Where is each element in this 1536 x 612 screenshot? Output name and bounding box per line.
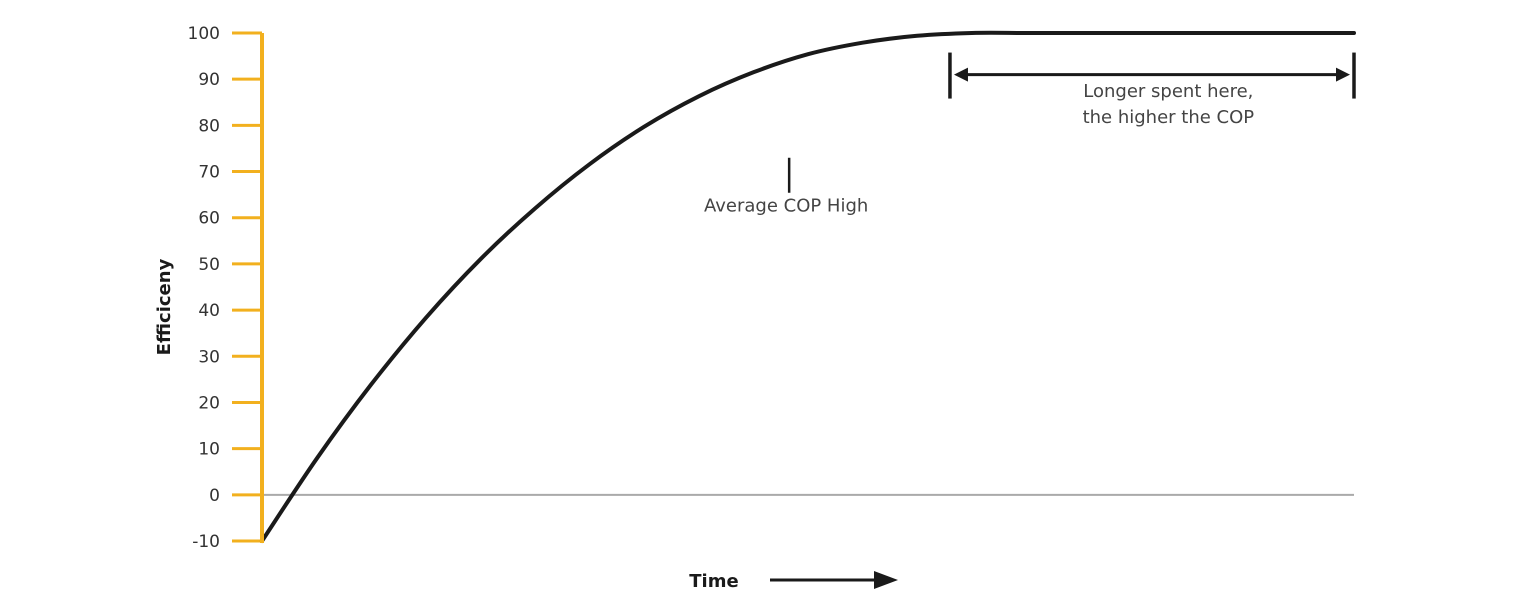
y-tick-label: 0	[209, 486, 220, 506]
longer-spent-label-line-1: Longer spent here,	[1083, 81, 1253, 102]
longer-spent-label-line-2: the higher the COP	[1083, 107, 1255, 128]
y-tick-label: 40	[198, 301, 220, 321]
longer-spent-annotation: Longer spent here, the higher the COP	[948, 52, 1356, 128]
y-tick-label: 70	[198, 163, 220, 183]
y-tick-label: -10	[192, 532, 220, 552]
y-tick-label: 100	[188, 24, 220, 44]
y-tick-label: 30	[198, 347, 220, 367]
y-tick-label: 90	[198, 70, 220, 90]
y-axis-title: Efficiceny	[154, 258, 175, 355]
y-tick-label: 20	[198, 393, 220, 413]
average-cop-label: Average COP High	[704, 195, 868, 216]
y-tick-label: 80	[198, 116, 220, 136]
span-arrowhead-left-icon	[953, 67, 968, 82]
y-tick-label: 50	[198, 255, 220, 275]
span-arrowhead-right-icon	[1336, 67, 1350, 82]
y-tick-label: 60	[198, 209, 220, 229]
y-tick-label: 10	[198, 440, 220, 460]
efficiency-curve	[260, 30, 1356, 543]
average-cop-annotation: Average COP High	[704, 157, 868, 216]
x-axis-title: Time	[689, 571, 738, 592]
time-arrow-icon	[770, 571, 898, 589]
